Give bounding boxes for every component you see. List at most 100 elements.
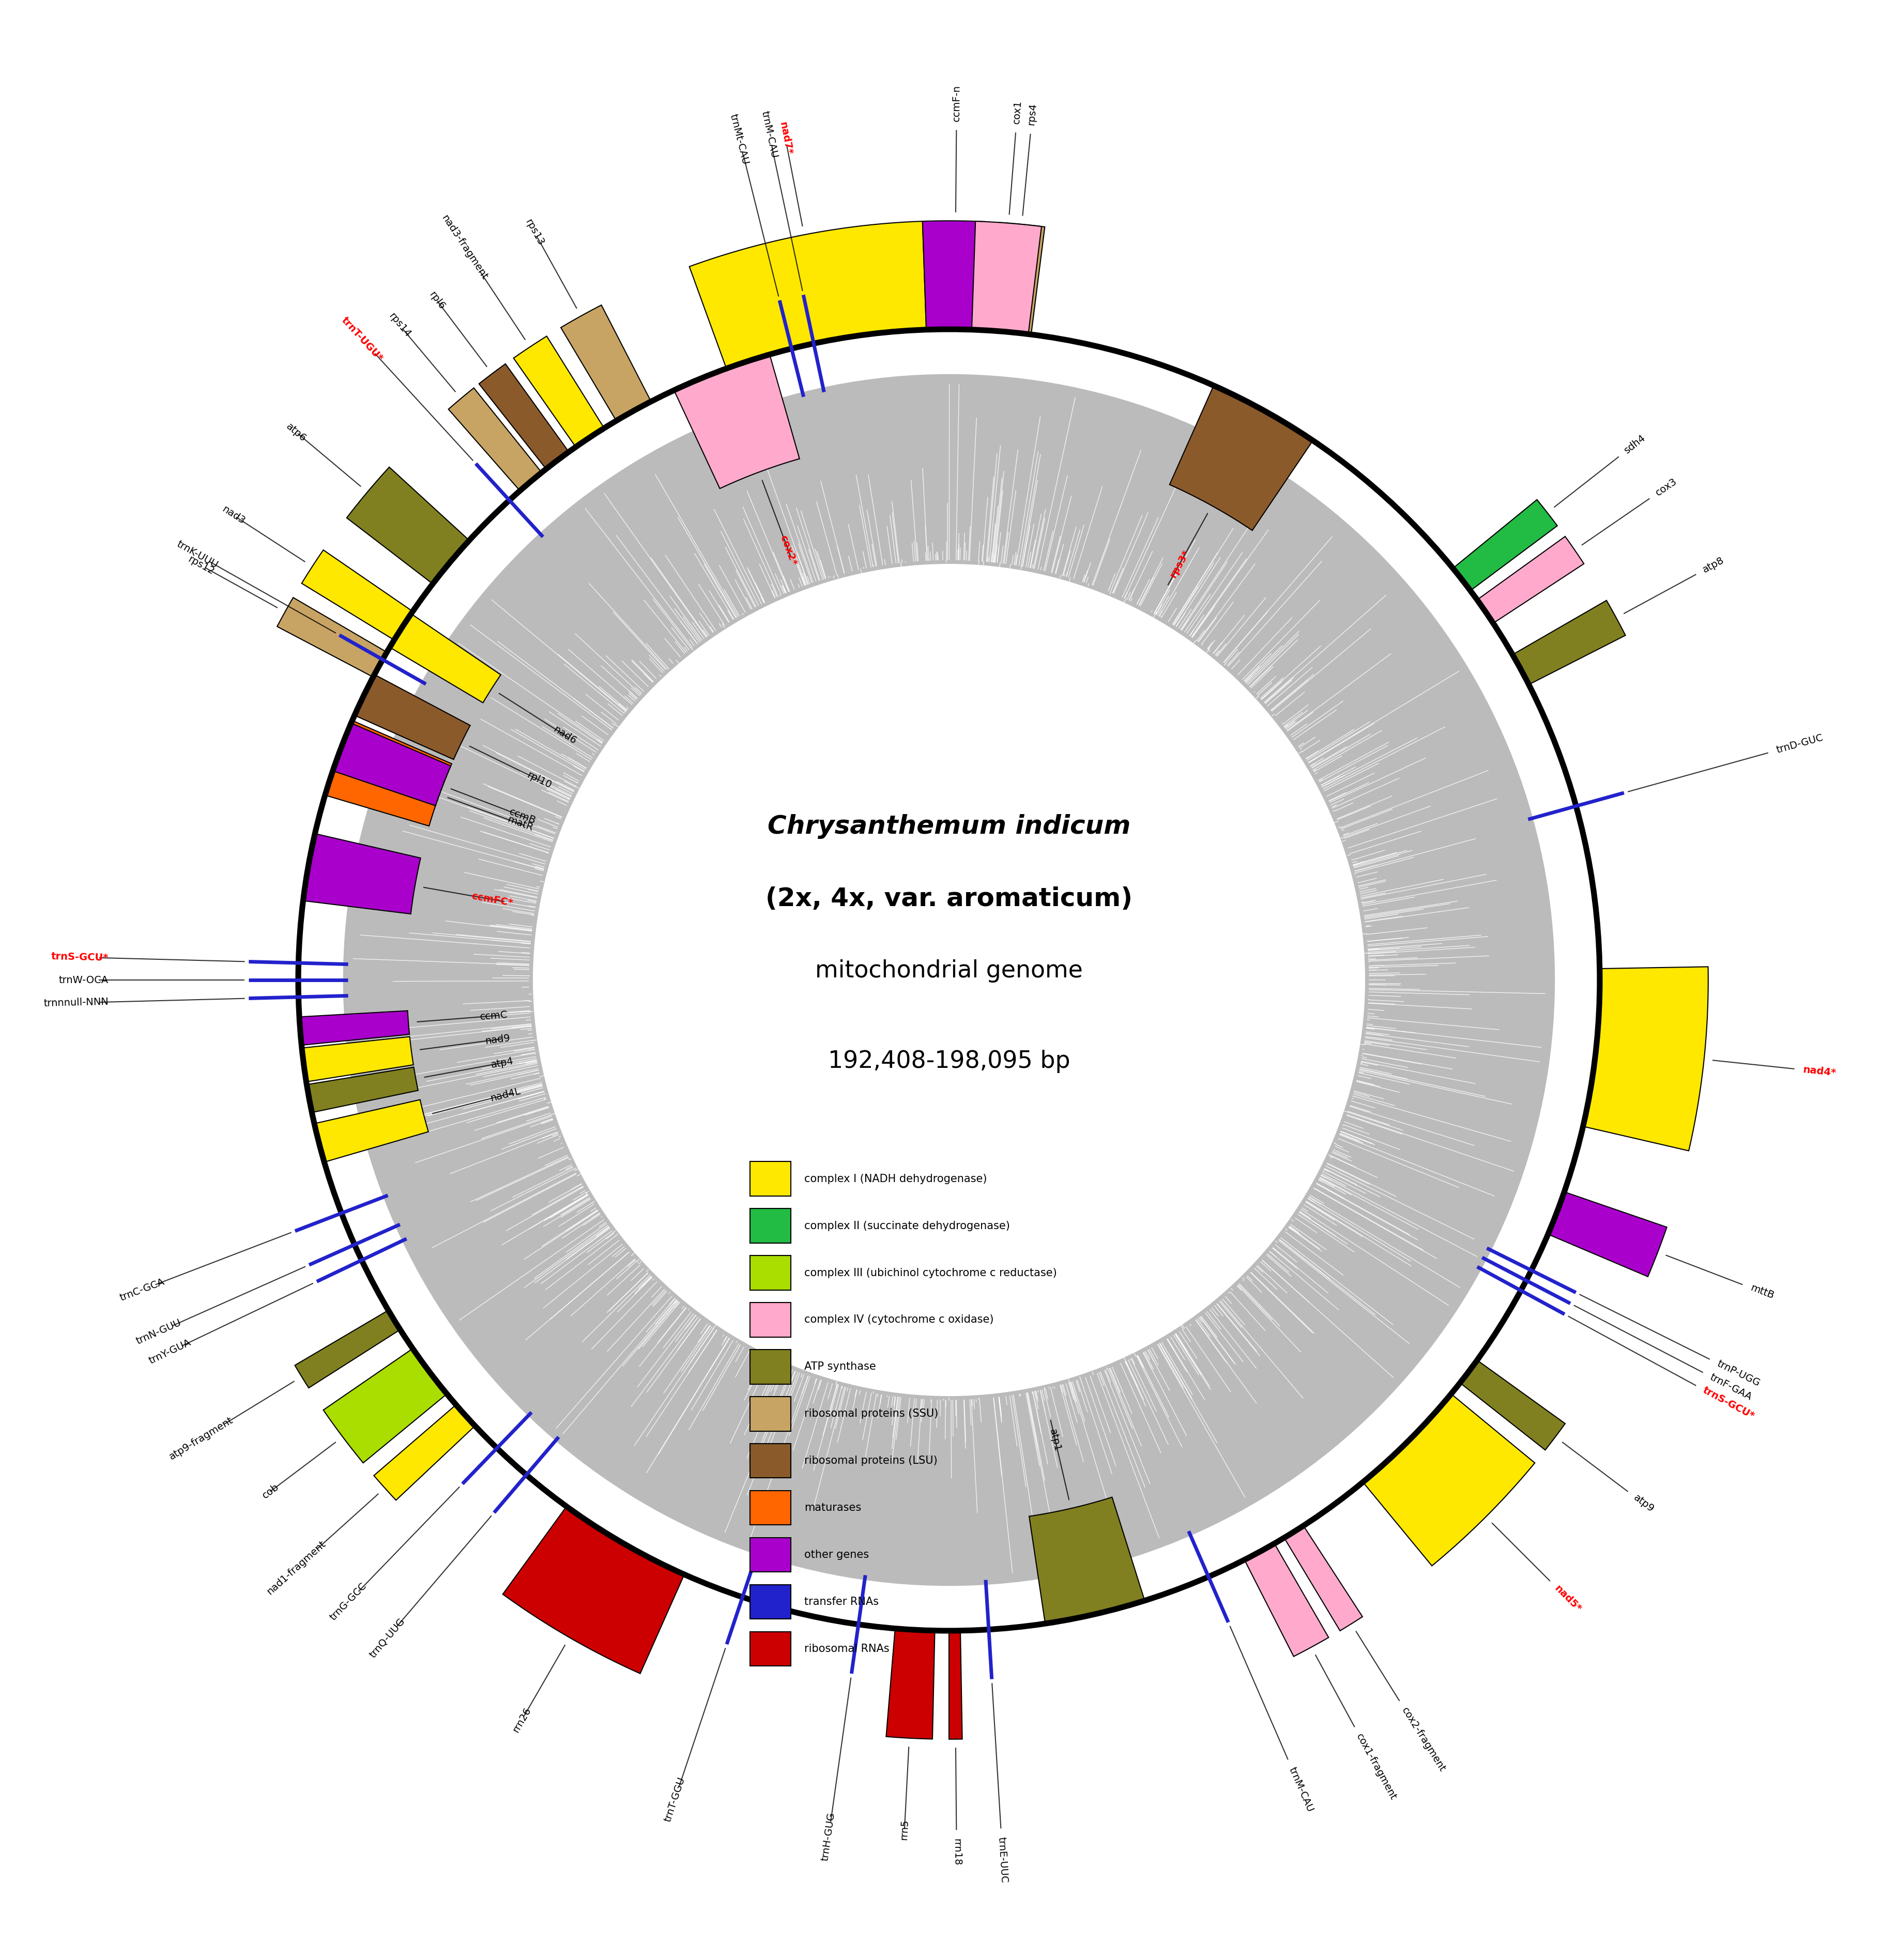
Polygon shape [674, 355, 799, 488]
Text: ATP synthase: ATP synthase [805, 1362, 877, 1372]
Text: trnMt-CAU: trnMt-CAU [729, 114, 750, 167]
Text: atp9: atp9 [1632, 1494, 1655, 1515]
Polygon shape [1477, 537, 1585, 623]
Polygon shape [315, 1100, 429, 1162]
Text: nad1-fragment: nad1-fragment [266, 1539, 328, 1597]
Text: Chrysanthemum indicum: Chrysanthemum indicum [767, 813, 1131, 839]
Polygon shape [560, 306, 651, 421]
Text: other genes: other genes [805, 1550, 869, 1560]
Polygon shape [514, 337, 604, 447]
Text: rpl10: rpl10 [526, 770, 552, 790]
Text: complex III (ubichinol cytochrome c reductase): complex III (ubichinol cytochrome c redu… [805, 1268, 1057, 1278]
FancyBboxPatch shape [750, 1631, 791, 1666]
Text: trnS-GCU*: trnS-GCU* [51, 953, 108, 962]
Text: cob: cob [260, 1482, 281, 1501]
FancyBboxPatch shape [750, 1256, 791, 1290]
Text: rps3*: rps3* [1167, 549, 1192, 580]
Text: ribosomal RNAs: ribosomal RNAs [805, 1644, 890, 1654]
FancyBboxPatch shape [750, 1539, 791, 1572]
Text: trnM-CAU: trnM-CAU [1287, 1766, 1315, 1813]
Text: atp1: atp1 [1048, 1429, 1063, 1452]
Polygon shape [307, 1066, 418, 1113]
Polygon shape [347, 466, 469, 584]
Polygon shape [886, 1629, 936, 1739]
Polygon shape [323, 1348, 446, 1462]
Polygon shape [300, 1011, 410, 1045]
Text: sdh4: sdh4 [1623, 433, 1647, 455]
Text: cox1: cox1 [1012, 100, 1023, 123]
Text: atp6: atp6 [285, 421, 307, 443]
Text: nad4L: nad4L [490, 1086, 522, 1103]
Text: rps14: rps14 [387, 312, 412, 339]
Polygon shape [1245, 1544, 1329, 1656]
Polygon shape [1169, 386, 1313, 531]
FancyBboxPatch shape [750, 1492, 791, 1525]
FancyBboxPatch shape [750, 1584, 791, 1619]
FancyBboxPatch shape [750, 1445, 791, 1478]
Circle shape [344, 374, 1554, 1586]
Polygon shape [922, 221, 989, 329]
FancyBboxPatch shape [750, 1209, 791, 1243]
Text: nad3-fragment: nad3-fragment [438, 214, 490, 282]
Text: trnC-GCA: trnC-GCA [118, 1276, 165, 1303]
Text: trnW-OCA: trnW-OCA [59, 974, 108, 986]
Text: maturases: maturases [805, 1503, 862, 1513]
Text: rrn26: rrn26 [511, 1705, 533, 1735]
Polygon shape [355, 674, 471, 759]
Text: rrn18: rrn18 [951, 1838, 962, 1866]
Text: mitochondrial genome: mitochondrial genome [814, 958, 1084, 982]
Polygon shape [1513, 600, 1625, 684]
Text: nad3: nad3 [220, 504, 247, 527]
Text: ribosomal proteins (LSU): ribosomal proteins (LSU) [805, 1456, 938, 1466]
Polygon shape [294, 1311, 400, 1388]
Text: trnM-CAU: trnM-CAU [759, 110, 778, 159]
Text: mttB: mttB [1748, 1284, 1775, 1301]
Text: trnH-GUG: trnH-GUG [820, 1811, 837, 1862]
Text: cox1-fragment: cox1-fragment [1355, 1733, 1399, 1801]
Polygon shape [448, 388, 541, 490]
Text: matR: matR [507, 815, 535, 833]
Text: trnE-UUC: trnE-UUC [996, 1837, 1010, 1884]
Text: nad4*: nad4* [1803, 1064, 1837, 1078]
Text: rpl6: rpl6 [427, 290, 448, 312]
Text: cox2*: cox2* [778, 533, 799, 566]
Text: 192,408-198,095 bp: 192,408-198,095 bp [828, 1051, 1070, 1072]
Polygon shape [304, 833, 421, 913]
Text: trnnnull-NNN: trnnnull-NNN [44, 998, 108, 1009]
Text: rps4: rps4 [1027, 102, 1038, 125]
Text: nad9: nad9 [484, 1033, 511, 1047]
Text: trnQ-UUG: trnQ-UUG [368, 1615, 406, 1660]
Polygon shape [991, 221, 1044, 335]
FancyBboxPatch shape [750, 1350, 791, 1384]
Text: trnN-GUU: trnN-GUU [135, 1317, 182, 1347]
Text: nad7*: nad7* [778, 122, 793, 157]
Text: cox2-fragment: cox2-fragment [1401, 1705, 1448, 1774]
Text: trnG-GCC: trnG-GCC [328, 1582, 368, 1623]
Text: nad5*: nad5* [1553, 1584, 1583, 1615]
Polygon shape [1029, 1497, 1144, 1623]
Polygon shape [302, 1037, 414, 1082]
Polygon shape [1583, 966, 1708, 1151]
Polygon shape [949, 1631, 962, 1739]
Polygon shape [972, 221, 1042, 333]
FancyBboxPatch shape [750, 1303, 791, 1337]
Text: trnT-UGU*: trnT-UGU* [340, 316, 385, 365]
Text: transfer RNAs: transfer RNAs [805, 1597, 879, 1607]
Text: ccmB: ccmB [509, 808, 537, 825]
Text: ccmF-n: ccmF-n [951, 84, 962, 122]
Polygon shape [389, 613, 501, 704]
Text: trnF-GAA: trnF-GAA [1708, 1372, 1754, 1401]
Polygon shape [332, 723, 450, 806]
Text: atp9-fragment: atp9-fragment [167, 1415, 235, 1462]
FancyBboxPatch shape [750, 1397, 791, 1431]
Text: ccmFC*: ccmFC* [471, 892, 514, 907]
Text: ccmC: ccmC [480, 1009, 509, 1021]
Polygon shape [302, 551, 412, 641]
Polygon shape [1460, 1360, 1566, 1450]
Text: (2x, 4x, var. aromaticum): (2x, 4x, var. aromaticum) [765, 886, 1133, 911]
Circle shape [533, 564, 1365, 1396]
Text: nad6: nad6 [552, 725, 579, 747]
Text: rps13: rps13 [524, 218, 547, 247]
Text: atp4: atp4 [490, 1056, 514, 1070]
Polygon shape [277, 598, 387, 676]
